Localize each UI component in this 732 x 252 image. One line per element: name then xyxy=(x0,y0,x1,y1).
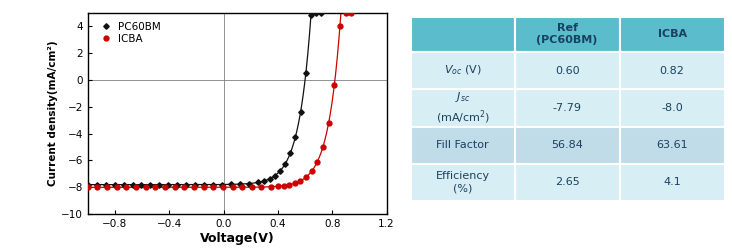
Bar xyxy=(411,89,515,127)
Bar xyxy=(411,164,515,201)
PC60BM xyxy=(190,183,199,186)
ICBA xyxy=(141,186,150,189)
ICBA xyxy=(160,186,169,189)
PC60BM xyxy=(146,183,154,186)
Text: -7.79: -7.79 xyxy=(553,103,582,113)
ICBA xyxy=(151,186,160,189)
Text: ICBA: ICBA xyxy=(657,29,687,39)
PC60BM xyxy=(111,183,119,186)
Text: Ref
(PC60BM): Ref (PC60BM) xyxy=(537,23,598,45)
Text: Fill Factor: Fill Factor xyxy=(436,140,489,150)
PC60BM xyxy=(200,183,209,186)
PC60BM xyxy=(253,181,262,184)
ICBA xyxy=(93,186,102,189)
ICBA xyxy=(199,186,208,189)
PC60BM xyxy=(137,183,146,186)
PC60BM xyxy=(83,183,92,186)
PC60BM xyxy=(101,183,110,186)
Bar xyxy=(411,52,515,89)
Bar xyxy=(515,52,619,89)
Bar xyxy=(515,127,619,164)
ICBA xyxy=(113,186,122,189)
PC60BM xyxy=(244,182,253,185)
ICBA xyxy=(209,186,217,189)
Bar xyxy=(411,127,515,164)
ICBA xyxy=(238,186,247,189)
Bar xyxy=(619,164,725,201)
PC60BM xyxy=(92,183,101,186)
PC60BM xyxy=(182,183,190,186)
PC60BM xyxy=(155,183,164,186)
PC60BM xyxy=(128,183,137,186)
PC60BM xyxy=(209,183,217,186)
ICBA xyxy=(219,186,228,189)
Text: $J_{sc}$
(mA/cm$^2$): $J_{sc}$ (mA/cm$^2$) xyxy=(436,90,490,125)
ICBA xyxy=(171,186,179,189)
Text: 63.61: 63.61 xyxy=(657,140,688,150)
ICBA xyxy=(266,185,275,188)
ICBA xyxy=(102,186,111,189)
ICBA xyxy=(247,186,256,189)
Bar xyxy=(411,17,515,52)
Line: PC60BM: PC60BM xyxy=(86,180,260,186)
ICBA xyxy=(228,186,237,189)
Text: 4.1: 4.1 xyxy=(663,177,681,187)
Text: 0.60: 0.60 xyxy=(555,66,580,76)
Bar xyxy=(619,52,725,89)
Bar xyxy=(515,164,619,201)
Bar xyxy=(619,89,725,127)
ICBA xyxy=(122,186,131,189)
Bar xyxy=(619,17,725,52)
PC60BM xyxy=(164,183,173,186)
Bar xyxy=(515,89,619,127)
PC60BM xyxy=(217,183,226,186)
Text: -8.0: -8.0 xyxy=(661,103,683,113)
Legend: PC60BM, ICBA: PC60BM, ICBA xyxy=(96,20,163,46)
PC60BM xyxy=(226,183,235,186)
ICBA xyxy=(83,186,92,189)
ICBA xyxy=(190,186,198,189)
PC60BM xyxy=(235,183,244,186)
Bar xyxy=(515,17,619,52)
Text: 0.82: 0.82 xyxy=(660,66,684,76)
X-axis label: Voltage(V): Voltage(V) xyxy=(200,232,274,245)
Bar xyxy=(619,127,725,164)
PC60BM xyxy=(119,183,128,186)
Line: ICBA: ICBA xyxy=(86,184,274,190)
ICBA xyxy=(257,185,266,188)
Text: 56.84: 56.84 xyxy=(551,140,583,150)
PC60BM xyxy=(173,183,182,186)
ICBA xyxy=(180,186,189,189)
Y-axis label: Current density(mA/cm²): Current density(mA/cm²) xyxy=(48,41,59,186)
Text: $V_{oc}$ (V): $V_{oc}$ (V) xyxy=(444,64,482,77)
Text: Efficiency
(%): Efficiency (%) xyxy=(436,171,490,194)
ICBA xyxy=(132,186,141,189)
Text: 2.65: 2.65 xyxy=(555,177,580,187)
